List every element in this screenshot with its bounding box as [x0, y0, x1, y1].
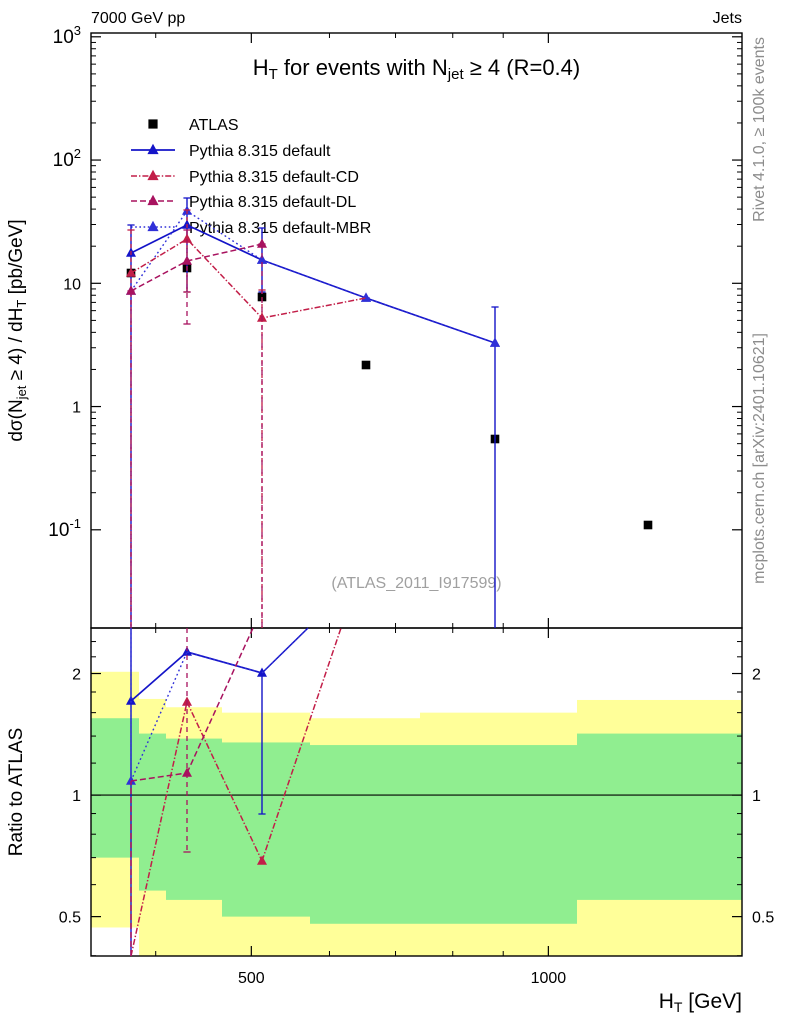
svg-text:0.5: 0.5: [59, 910, 81, 927]
svg-text:Ratio to ATLAS: Ratio to ATLAS: [6, 728, 27, 857]
svg-text:Jets: Jets: [713, 10, 742, 27]
svg-text:(ATLAS_2011_I917599): (ATLAS_2011_I917599): [331, 575, 501, 592]
svg-text:Pythia 8.315 default-MBR: Pythia 8.315 default-MBR: [189, 220, 371, 237]
svg-text:HT [GeV]: HT [GeV]: [659, 990, 742, 1015]
svg-text:0.5: 0.5: [752, 910, 774, 927]
svg-text:mcplots.cern.ch [arXiv:2401.10: mcplots.cern.ch [arXiv:2401.10621]: [751, 333, 768, 584]
svg-text:ATLAS: ATLAS: [189, 117, 239, 134]
svg-text:1: 1: [752, 788, 761, 805]
svg-text:10: 10: [63, 276, 81, 293]
svg-text:102​: 102​: [53, 146, 81, 171]
svg-text:7000 GeV pp: 7000 GeV pp: [91, 10, 185, 27]
svg-text:1000: 1000: [531, 970, 567, 987]
svg-text:HT for events with Njet ≥ 4 (R: HT for events with Njet ≥ 4 (R=0.4): [253, 55, 580, 83]
svg-text:500: 500: [238, 970, 265, 987]
svg-text:2: 2: [72, 667, 81, 684]
svg-text:2: 2: [752, 667, 761, 684]
svg-text:Pythia 8.315 default: Pythia 8.315 default: [189, 143, 331, 160]
svg-text:Pythia 8.315 default-CD: Pythia 8.315 default-CD: [189, 169, 359, 186]
svg-text:10-1​: 10-1​: [48, 516, 81, 541]
svg-text:1: 1: [72, 400, 81, 417]
svg-text:dσ(Njet ≥ 4) / dHT [pb/GeV]: dσ(Njet ≥ 4) / dHT [pb/GeV]: [6, 219, 29, 441]
svg-text:Pythia 8.315 default-DL: Pythia 8.315 default-DL: [189, 194, 356, 211]
svg-text:103​: 103​: [53, 23, 81, 48]
svg-text:1: 1: [72, 788, 81, 805]
svg-text:Rivet 4.1.0, ≥ 100k events: Rivet 4.1.0, ≥ 100k events: [751, 37, 768, 222]
